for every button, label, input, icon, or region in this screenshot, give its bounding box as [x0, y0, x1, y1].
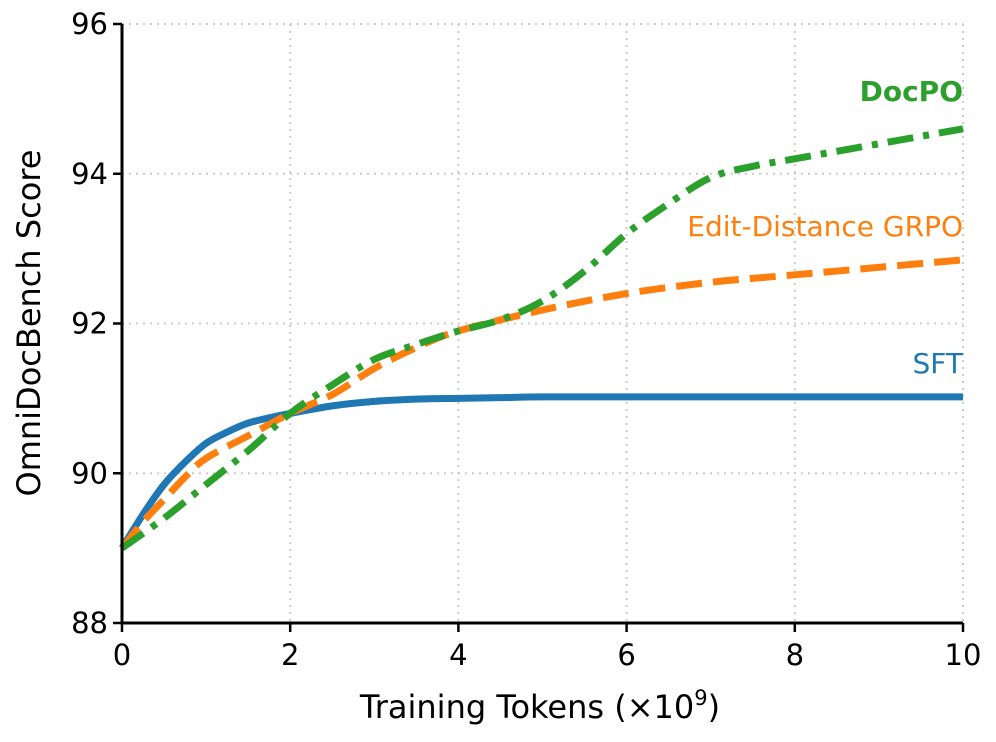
y-tick-label: 92: [71, 307, 108, 341]
y-tick-label: 90: [71, 456, 108, 490]
series-labels: SFT Edit-Distance GRPO DocPO: [687, 75, 964, 380]
x-axis-title-exponent: 9: [694, 686, 707, 710]
series-line-sft: [119, 393, 963, 550]
grid: [122, 23, 964, 623]
series-line-docpo: [119, 125, 964, 551]
x-axis-title: Training Tokens (×109): [359, 686, 720, 726]
x-tick-label: 10: [945, 638, 982, 672]
x-axis-title-suffix: ): [708, 688, 720, 726]
series-lines: [119, 125, 964, 551]
y-axis-title: OmniDocBench Score: [10, 150, 48, 497]
series-label-sft: SFT: [913, 347, 964, 380]
y-tick-label: 88: [71, 606, 108, 640]
x-tick-label: 8: [786, 638, 804, 672]
x-tick-label: 0: [113, 638, 131, 672]
y-tick-label: 94: [71, 157, 108, 191]
series-label-docpo: DocPO: [860, 75, 963, 108]
x-tick-label: 6: [617, 638, 635, 672]
x-tick-label: 2: [281, 638, 299, 672]
x-tick-label: 4: [449, 638, 467, 672]
ticks: 0 2 4 6 8 10 88 90 92 94 96: [71, 7, 981, 672]
y-tick-label: 96: [71, 7, 108, 41]
series-line-edit-distance-grpo: [119, 256, 964, 551]
series-label-edit-distance-grpo: Edit-Distance GRPO: [687, 210, 963, 243]
